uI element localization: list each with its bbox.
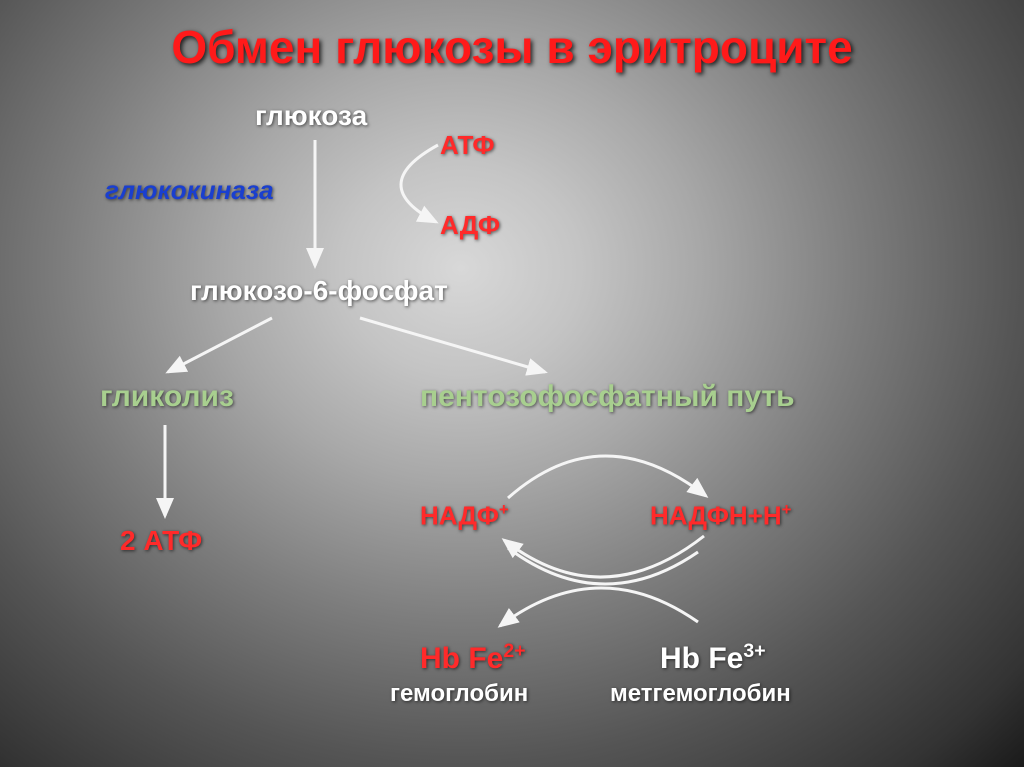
arrow-lower-left [500, 588, 698, 626]
arrow-nadph-nadp-bottom [504, 536, 704, 577]
node-hemoglobin: гемоглобин [390, 680, 528, 708]
slide-title: Обмен глюкозы в эритроците [0, 20, 1024, 74]
arrow-g6p-ppp [360, 318, 545, 372]
node-g6p: глюкозо-6-фосфат [190, 275, 448, 307]
node-atp2: 2 АТФ [120, 525, 202, 557]
arrow-g6p-glycolysis [168, 318, 272, 372]
arrow-nadp-nadph-top [508, 456, 706, 498]
node-methemoglobin: метгемоглобин [610, 680, 791, 708]
arrow-atp-adp [401, 145, 438, 222]
slide-container: Обмен глюкозы в эритроците глюкоза АТФ глю… [0, 0, 1024, 767]
node-hbfe3: Hb Fe3+ [660, 640, 766, 676]
node-nadp: НАДФ+ [420, 500, 509, 532]
node-glucokinase: глюкокиназа [105, 175, 274, 206]
node-glycolysis: гликолиз [100, 380, 234, 414]
node-nadph: НАДФН+Н+ [650, 500, 792, 532]
arrow-lower-right [508, 548, 698, 584]
node-atp: АТФ [440, 130, 495, 161]
node-glucose: глюкоза [255, 100, 367, 132]
node-hbfe2: Hb Fe2+ [420, 640, 526, 676]
node-adp: АДФ [440, 210, 500, 241]
node-ppp: пентозофосфатный путь [420, 380, 795, 414]
